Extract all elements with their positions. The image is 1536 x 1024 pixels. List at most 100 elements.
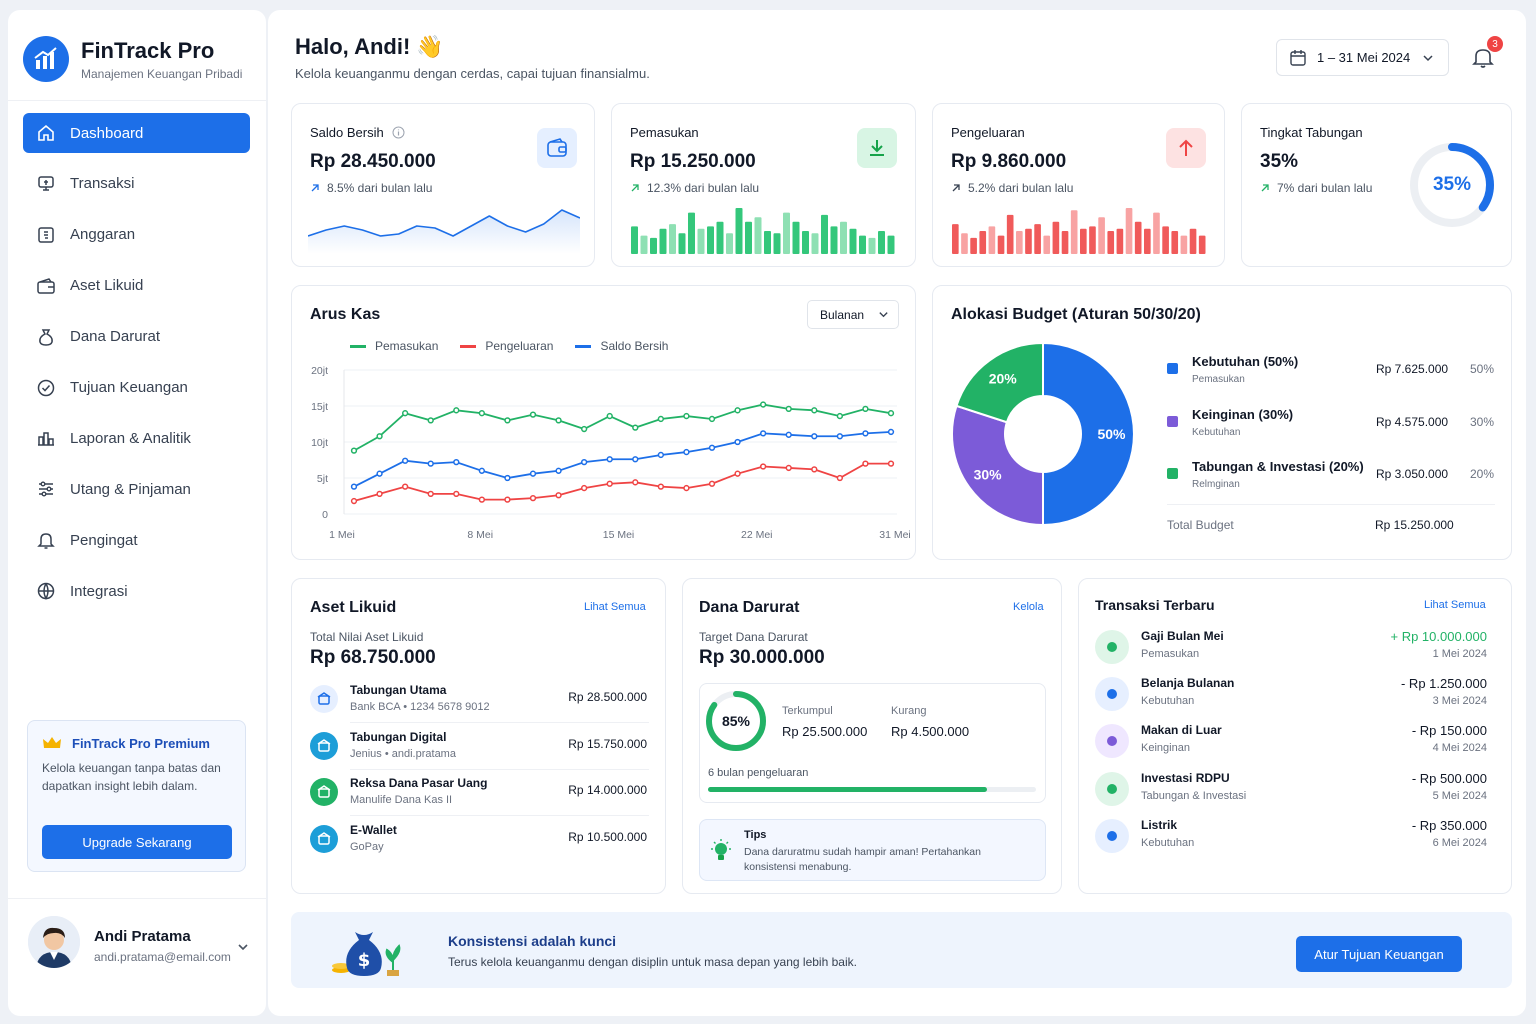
sidebar-item-laporan-analitik[interactable]: Laporan & Analitik bbox=[23, 418, 250, 458]
pemasukan-card[interactable]: Pemasukan Rp 15.250.000 12.3% dari bulan… bbox=[611, 103, 916, 267]
aset-amount: Rp 10.500.000 bbox=[568, 829, 647, 844]
aset-sub: Bank BCA • 1234 5678 9012 bbox=[350, 701, 490, 713]
budget-total-label: Total Budget bbox=[1167, 518, 1234, 532]
transaction-date: 3 Mei 2024 bbox=[1432, 695, 1487, 708]
data-point bbox=[580, 459, 588, 466]
spark-bar bbox=[1144, 228, 1151, 254]
spark-bar bbox=[840, 221, 847, 254]
sidebar-item-dashboard[interactable]: Dashboard bbox=[23, 113, 250, 153]
data-point bbox=[427, 490, 434, 497]
aset-sub: Jenius • andi.pratama bbox=[350, 747, 456, 760]
data-point bbox=[785, 464, 792, 472]
tabungan-change: 7% dari bulan lalu bbox=[1277, 181, 1373, 195]
spark-bar bbox=[1006, 214, 1014, 254]
spark-bar bbox=[1125, 208, 1133, 254]
sidebar-item-anggaran[interactable]: Anggaran bbox=[23, 215, 250, 255]
tabungan-card[interactable]: Tingkat Tabungan 35% 7% dari bulan lalu … bbox=[1241, 103, 1512, 267]
data-point bbox=[862, 460, 869, 467]
donut-slice bbox=[951, 404, 1044, 527]
legend-label: Pengeluaran bbox=[485, 339, 554, 353]
months-label: 6 bulan pengeluaran bbox=[708, 767, 809, 779]
tabungan-label: Tingkat Tabungan bbox=[1260, 125, 1363, 140]
spark-bar bbox=[821, 214, 828, 254]
transaction-category: Tabungan & Investasi bbox=[1141, 789, 1247, 802]
period-select[interactable]: Bulanan bbox=[807, 300, 899, 329]
logo-icon bbox=[23, 36, 69, 82]
data-point bbox=[580, 484, 588, 492]
transaction-amount: - Rp 500.000 bbox=[1411, 770, 1487, 786]
data-point bbox=[811, 466, 818, 473]
data-point bbox=[555, 417, 562, 424]
sidebar-item-tujuan-keuangan[interactable]: Tujuan Keuangan bbox=[23, 368, 250, 408]
download-icon bbox=[857, 128, 897, 168]
date-range-picker[interactable]: 1 – 31 Mei 2024 bbox=[1276, 39, 1449, 76]
transaction-amount: - Rp 1.250.000 bbox=[1400, 676, 1487, 692]
data-point bbox=[759, 463, 767, 470]
spark-bar bbox=[1034, 224, 1041, 254]
chevron-down-icon bbox=[1423, 54, 1433, 61]
upgrade-button[interactable]: Upgrade Sekarang bbox=[42, 825, 232, 859]
spark-bar bbox=[754, 217, 762, 254]
user-email: andi.pratama@email.com bbox=[94, 950, 231, 964]
data-point bbox=[632, 479, 639, 486]
sidebar-item-utang-pinjaman[interactable]: Utang & Pinjaman bbox=[23, 469, 250, 509]
data-point bbox=[657, 483, 665, 490]
transaction-category: Pemasukan bbox=[1141, 648, 1200, 660]
spark-bar bbox=[952, 224, 959, 254]
avatar[interactable] bbox=[28, 916, 80, 968]
spark-bar bbox=[640, 235, 648, 254]
spark-bar bbox=[783, 212, 790, 254]
saldo-sparkline bbox=[308, 209, 580, 254]
aset-sub: Manulife Dana Kas II bbox=[350, 794, 453, 806]
data-point bbox=[708, 415, 716, 423]
donut-slice bbox=[955, 341, 1044, 424]
spark-bar bbox=[773, 233, 781, 254]
notification-button[interactable]: 3 bbox=[1470, 36, 1503, 70]
sidebar-item-transaksi[interactable]: Transaksi bbox=[23, 164, 250, 204]
aset-card: Aset Likuid Lihat Semua Total Nilai Aset… bbox=[291, 578, 666, 894]
set-goal-button[interactable]: Atur Tujuan Keuangan bbox=[1296, 936, 1462, 972]
wallet-icon bbox=[37, 277, 55, 294]
moneybag-icon bbox=[39, 328, 53, 346]
saldo-value: Rp 28.450.000 bbox=[310, 151, 436, 172]
darurat-manage-link[interactable]: Kelola bbox=[1013, 601, 1044, 613]
spark-bar bbox=[726, 233, 733, 254]
saldo-card[interactable]: Saldo Bersih Rp 28.450.000 8.5% dari bul… bbox=[291, 103, 595, 267]
x-tick-label: 22 Mei bbox=[741, 529, 773, 541]
budget-card: Alokasi Budget (Aturan 50/30/20) 50% 30% 2… bbox=[932, 285, 1512, 560]
info-icon[interactable] bbox=[392, 126, 405, 139]
chevron-down-icon[interactable] bbox=[236, 940, 250, 954]
sidebar-item-dana-darurat[interactable]: Dana Darurat bbox=[23, 317, 250, 357]
user-name: Andi Pratama bbox=[94, 928, 191, 945]
data-point bbox=[683, 448, 690, 456]
premium-card: FinTrack Pro Premium Kelola keuangan tan… bbox=[27, 720, 246, 872]
premium-text: Kelola keuangan tanpa batas dan dapatkan… bbox=[42, 761, 221, 793]
spark-bar bbox=[669, 224, 676, 254]
transaction-name: Makan di Luar bbox=[1141, 723, 1222, 738]
sidebar-item-integrasi[interactable]: Integrasi bbox=[23, 571, 250, 611]
chevron-down-icon bbox=[879, 312, 888, 318]
transactions-see-all-link[interactable]: Lihat Semua bbox=[1424, 599, 1486, 611]
sidebar-item-pengingat[interactable]: Pengingat bbox=[23, 520, 250, 560]
darurat-title: Dana Darurat bbox=[699, 599, 800, 616]
legend-swatch bbox=[1167, 363, 1178, 374]
spark-bar bbox=[1070, 210, 1078, 254]
legend-line bbox=[460, 344, 477, 348]
aset-title: Aset Likuid bbox=[310, 599, 397, 616]
sidebar-item-aset-likuid[interactable]: Aset Likuid bbox=[23, 266, 250, 306]
legend-swatch bbox=[1167, 468, 1178, 479]
spark-bar bbox=[631, 226, 638, 254]
aset-total-label: Total Nilai Aset Likuid bbox=[310, 630, 424, 644]
aset-name: Tabungan Utama bbox=[350, 683, 447, 697]
sidebar-item-label: Anggaran bbox=[70, 226, 136, 244]
cashflow-card: Arus Kas Bulanan Pemasukan Pengeluaran S… bbox=[291, 285, 916, 560]
pengeluaran-card[interactable]: Pengeluaran Rp 9.860.000 5.2% dari bulan… bbox=[932, 103, 1225, 267]
aset-see-all-link[interactable]: Lihat Semua bbox=[584, 601, 646, 613]
cashflow-line-chart: 20jt 15jt 10jt 5jt 01 Mei 8 Mei 15 Mei 22 Mei 31… bbox=[311, 365, 911, 541]
transactions-title: Transaksi Terbaru bbox=[1095, 597, 1215, 613]
data-point bbox=[350, 497, 358, 505]
spark-bar bbox=[970, 237, 977, 254]
emergency-ring-label: 85% bbox=[721, 713, 751, 729]
data-point bbox=[453, 407, 460, 414]
transaction-name: Investasi RDPU bbox=[1141, 770, 1230, 785]
